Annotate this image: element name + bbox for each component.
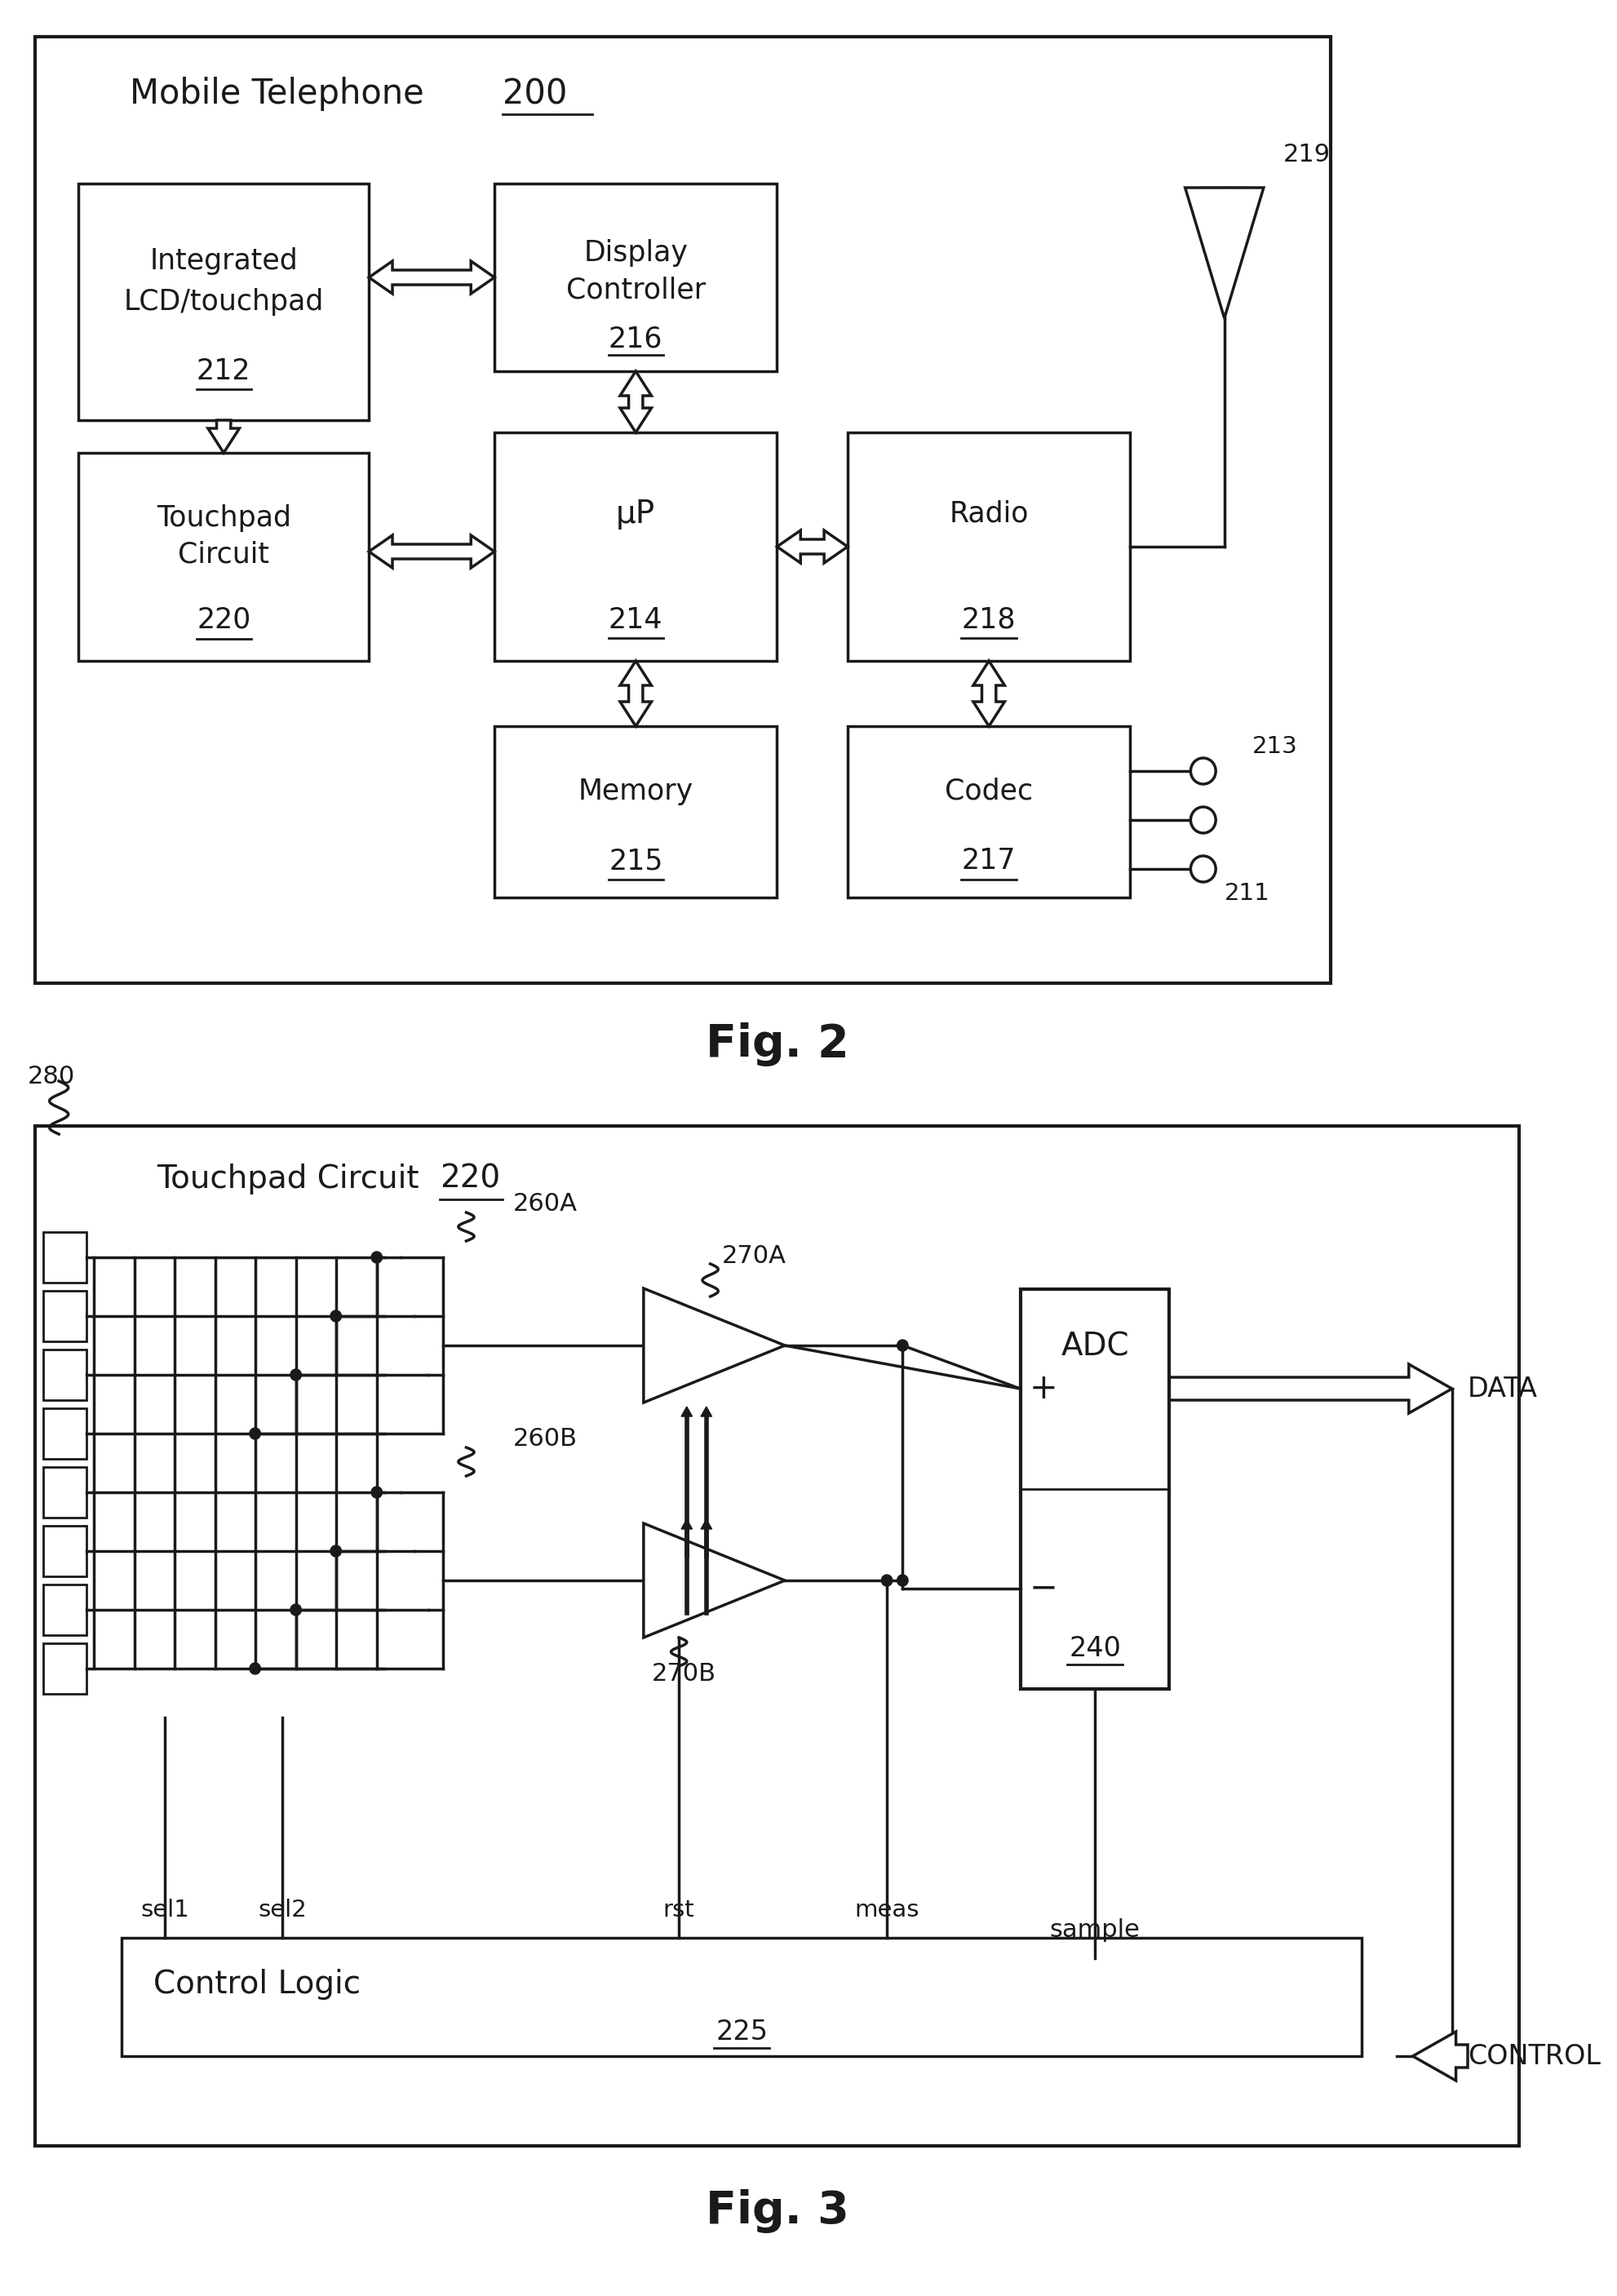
Text: Fig. 3: Fig. 3 [705,2188,849,2234]
Text: 260B: 260B [513,1428,577,1451]
Text: 225: 225 [715,2018,768,2046]
Bar [1020,1288,1169,1690]
Text: Integrated: Integrated [149,248,298,276]
Text: 270A: 270A [721,1244,786,1267]
Circle shape [330,1545,341,1557]
Text: 211: 211 [1224,882,1269,905]
Text: 217: 217 [962,847,1015,875]
Text: Circuit: Circuit [178,542,270,569]
Polygon shape [1169,1364,1452,1412]
Bar [121,1938,1362,2057]
Bar [495,726,776,898]
Text: LCD/touchpad: LCD/touchpad [123,287,323,317]
Bar [847,432,1130,661]
Polygon shape [369,535,495,567]
Text: Radio: Radio [949,501,1028,528]
Bar [44,1527,86,1577]
Text: 215: 215 [608,847,663,875]
Text: 214: 214 [608,606,663,634]
Text: Codec: Codec [944,778,1033,806]
Circle shape [249,1428,260,1440]
Bar [36,1125,1518,2147]
Circle shape [370,1486,382,1497]
Bar [44,1233,86,1283]
Polygon shape [1412,2032,1467,2080]
Bar [44,1350,86,1401]
Text: CONTROL: CONTROL [1467,2043,1599,2069]
Text: 280: 280 [27,1065,74,1088]
Text: 220: 220 [440,1164,500,1194]
Polygon shape [1185,188,1263,319]
Text: Touchpad: Touchpad [157,505,291,533]
Circle shape [897,1575,907,1587]
Bar [44,1467,86,1518]
Bar [44,1290,86,1341]
Text: 218: 218 [962,606,1015,634]
Polygon shape [700,1407,711,1417]
Circle shape [897,1341,907,1350]
Text: sample: sample [1049,1917,1140,1942]
Circle shape [330,1311,341,1322]
Text: 219: 219 [1282,142,1331,168]
Text: 240: 240 [1069,1635,1121,1662]
Bar [79,452,369,661]
Circle shape [881,1575,893,1587]
Text: 212: 212 [196,358,251,386]
Text: Touchpad Circuit: Touchpad Circuit [157,1164,419,1194]
Text: 200: 200 [501,76,568,110]
Text: −: − [1028,1570,1058,1605]
Polygon shape [209,420,239,452]
Text: sel2: sel2 [259,1899,307,1922]
Polygon shape [973,661,1004,726]
Polygon shape [619,661,652,726]
Text: 260A: 260A [513,1192,577,1217]
Bar [79,184,369,420]
Circle shape [370,1251,382,1263]
Text: rst: rst [663,1899,694,1922]
Text: Fig. 2: Fig. 2 [705,1022,849,1065]
Text: μP: μP [616,498,655,530]
Polygon shape [644,1522,784,1637]
Text: Controller: Controller [566,276,705,303]
Bar [495,432,776,661]
Circle shape [291,1368,301,1380]
Bar [44,1584,86,1635]
Bar [44,1644,86,1694]
Text: Control Logic: Control Logic [154,1968,361,2000]
Polygon shape [619,372,652,432]
Text: DATA: DATA [1467,1375,1538,1403]
Circle shape [1190,856,1214,882]
Bar [44,1407,86,1458]
Text: meas: meas [854,1899,918,1922]
Text: sel1: sel1 [141,1899,189,1922]
Text: +: + [1028,1371,1058,1405]
Text: Mobile Telephone: Mobile Telephone [129,76,424,110]
Polygon shape [681,1520,692,1529]
Text: 270B: 270B [652,1662,716,1685]
Text: Memory: Memory [577,778,694,806]
Bar [495,184,776,372]
Polygon shape [700,1520,711,1529]
Bar [36,37,1329,983]
Text: 213: 213 [1252,735,1297,758]
Text: 220: 220 [197,606,251,634]
Circle shape [1190,806,1214,833]
Circle shape [249,1662,260,1674]
Bar [847,726,1130,898]
Text: Display: Display [584,239,687,266]
Polygon shape [644,1288,784,1403]
Circle shape [1190,758,1214,785]
Text: ADC: ADC [1061,1332,1129,1362]
Polygon shape [369,262,495,294]
Polygon shape [776,530,847,563]
Circle shape [291,1605,301,1616]
Polygon shape [681,1407,692,1417]
Text: 216: 216 [608,324,663,354]
